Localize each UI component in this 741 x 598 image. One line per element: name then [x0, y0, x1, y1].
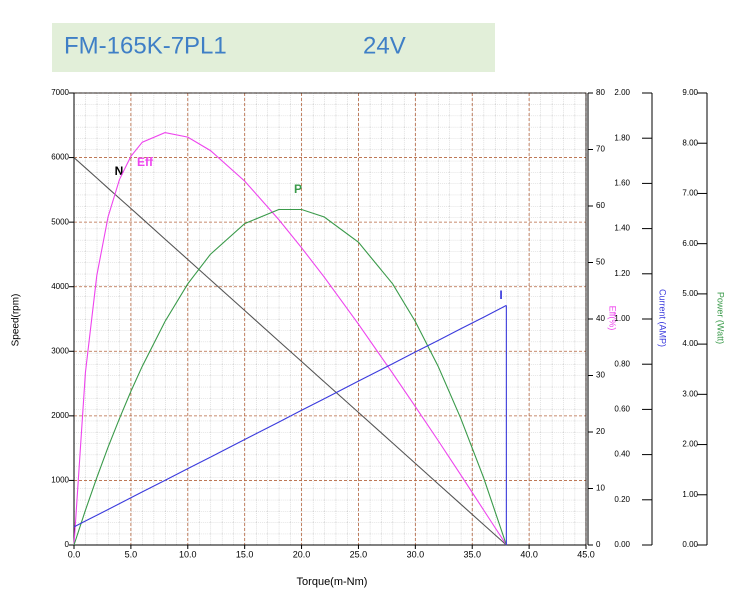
chart-title: FM-165K-7PL1: [64, 32, 227, 59]
y2-tick-label: 60: [596, 201, 605, 210]
y3-tick-label: 1.20: [614, 269, 630, 278]
series-line: [73, 304, 507, 528]
y2-tick-label: 50: [596, 258, 605, 267]
x-tick-label: 20.0: [293, 549, 311, 559]
x-tick-label: 10.0: [179, 549, 197, 559]
y2-tick-label: 0: [596, 540, 601, 549]
x-tick-label: 15.0: [236, 549, 254, 559]
x-tick-label: 0.0: [68, 549, 81, 559]
x-tick-label: 40.0: [520, 549, 538, 559]
y3-tick-label: 1.60: [614, 179, 630, 188]
y3-tick-label: 0.80: [614, 359, 630, 368]
y-tick-label: 3000: [51, 346, 69, 355]
x-tick-label: 25.0: [350, 549, 368, 559]
y2-tick-label: 70: [596, 145, 605, 154]
series-label: N: [115, 164, 124, 178]
y4-tick-label: 8.00: [682, 138, 698, 147]
y4-tick-label: 7.00: [682, 189, 698, 198]
minor-grid: [74, 93, 586, 545]
y-tick-label: 7000: [51, 88, 69, 97]
x-tick-label: 30.0: [407, 549, 425, 559]
x-tick-label: 5.0: [125, 549, 138, 559]
series-line: [73, 157, 507, 546]
y-tick-label: 0: [65, 540, 70, 549]
y3-tick-label: 1.00: [614, 314, 630, 323]
title-box: [52, 23, 495, 72]
y-tick-label: 2000: [51, 411, 69, 420]
y-tick-label: 1000: [51, 476, 69, 485]
y2-tick-label: 10: [596, 484, 605, 493]
y4-tick-label: 6.00: [682, 239, 698, 248]
y4-axis-title: Power (Watt): [716, 292, 726, 344]
series-label: I: [499, 288, 502, 302]
y-axis-title: Speed(rpm): [11, 294, 22, 347]
y3-tick-label: 0.20: [614, 495, 630, 504]
y3-tick-label: 0.60: [614, 405, 630, 414]
y-tick-label: 6000: [51, 153, 69, 162]
plot-frame: [73, 92, 587, 546]
y3-axis-title: Current (AMP): [658, 289, 668, 347]
y2-tick-label: 30: [596, 371, 605, 380]
series-line: [73, 208, 507, 546]
chart-subtitle: 24V: [363, 32, 406, 59]
y-tick-label: 4000: [51, 282, 69, 291]
y2-tick-label: 40: [596, 314, 605, 323]
y2-tick-label: 80: [596, 88, 605, 97]
y4-tick-label: 9.00: [682, 88, 698, 97]
x-axis-title: Torque(m-Nm): [297, 576, 368, 588]
y3-tick-label: 1.80: [614, 133, 630, 142]
y4-tick-label: 1.00: [682, 490, 698, 499]
y4-tick-label: 2.00: [682, 440, 698, 449]
x-tick-label: 35.0: [463, 549, 481, 559]
series-label: Eff: [137, 155, 154, 169]
y2-tick-label: 20: [596, 427, 605, 436]
y4-tick-label: 4.00: [682, 339, 698, 348]
y-tick-label: 5000: [51, 217, 69, 226]
y4-tick-label: 5.00: [682, 289, 698, 298]
y2-axis-title: Eff(%): [608, 306, 618, 331]
y4-tick-label: 3.00: [682, 389, 698, 398]
x-tick-label: 45.0: [577, 549, 595, 559]
y4-tick-label: 0.00: [682, 540, 698, 549]
series-label: P: [294, 182, 302, 196]
y3-tick-label: 0.00: [614, 540, 630, 549]
series-line: [73, 132, 507, 546]
y3-tick-label: 0.40: [614, 450, 630, 459]
y3-tick-label: 2.00: [614, 88, 630, 97]
y3-tick-label: 1.40: [614, 224, 630, 233]
